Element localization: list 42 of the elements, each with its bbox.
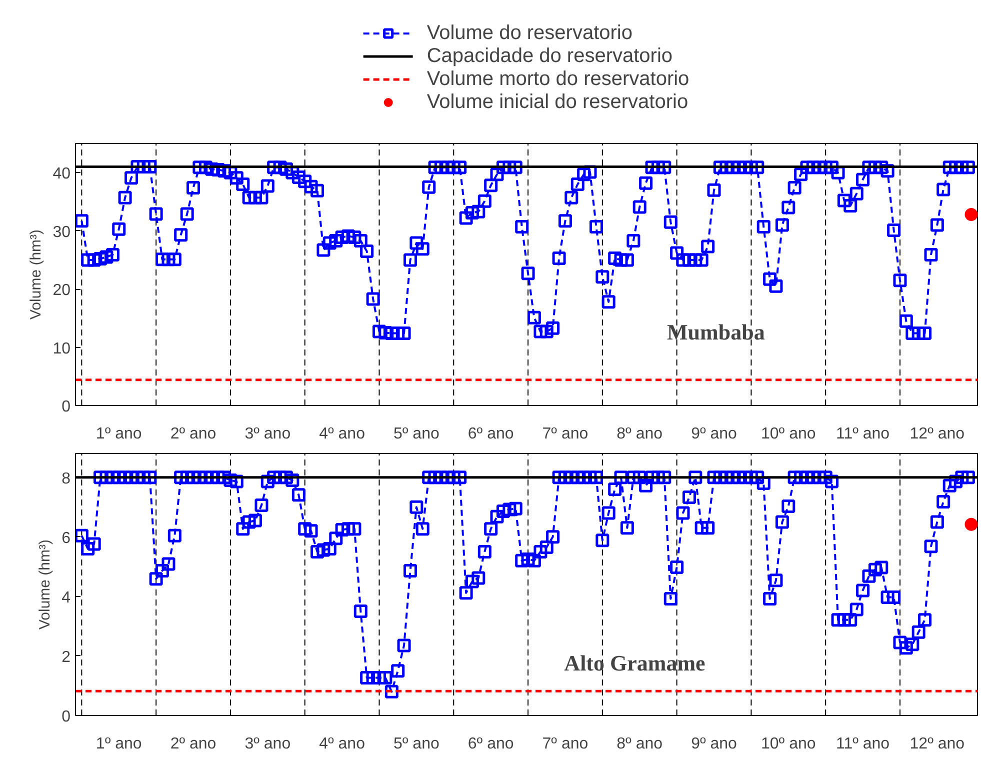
x-tick-label: 4º ano [319,736,366,752]
x-tick-label: 5º ano [393,426,440,442]
y-tick-label: 0 [62,398,71,416]
x-tick-label: 9º ano [691,426,738,442]
x-tick-label: 1º ano [96,736,142,752]
y-tick-label: 40 [52,166,71,183]
x-tick-label: 9º ano [691,736,738,752]
legend-label: Volume morto do reservatorio [426,68,690,90]
x-tick-label: 7º ano [542,736,588,752]
x-tick-label: 2º ano [170,426,216,442]
x-tick-label: 8º ano [616,426,663,442]
x-tick-label: 12º ano [910,426,965,442]
x-tick-label: 7º ano [542,426,588,442]
legend-label: Capacidade do reservatorio [426,44,673,68]
legend-label: Volume inicial do reservatorio [426,90,688,114]
x-tick-label: 3º ano [244,736,291,752]
y-tick-label: 20 [52,282,71,300]
y-tick-label: 0 [62,708,71,726]
y-tick-label: 2 [62,648,71,666]
x-tick-label: 6º ano [468,426,514,442]
x-tick-label: 8º ano [616,736,663,752]
x-tick-label: 11º ano [836,736,890,752]
y-tick-label: 4 [62,589,71,606]
annotation: Mumbaba [667,320,765,345]
x-tick-label: 2º ano [170,736,216,752]
x-tick-label: 10º ano [761,426,816,442]
y-tick-label: 10 [52,340,71,358]
legend-label: Volume do reservatorio [426,22,632,44]
y-axis-title: Volume (hm³) [28,229,45,320]
annotation: Alto Gramame [564,650,706,676]
x-tick-label: 11º ano [836,426,890,442]
x-tick-label: 1º ano [96,426,142,442]
x-tick-label: 5º ano [393,736,440,752]
x-tick-label: 10º ano [761,736,816,752]
y-tick-label: 6 [62,530,71,547]
y-tick-label: 30 [52,224,71,241]
x-tick-label: 6º ano [468,736,514,752]
x-tick-label: 4º ano [319,426,366,442]
y-tick-label: 8 [62,470,71,488]
x-tick-label: 12º ano [910,736,965,752]
y-axis-title: Volume (hm³) [36,539,54,630]
x-tick-label: 3º ano [244,426,291,442]
